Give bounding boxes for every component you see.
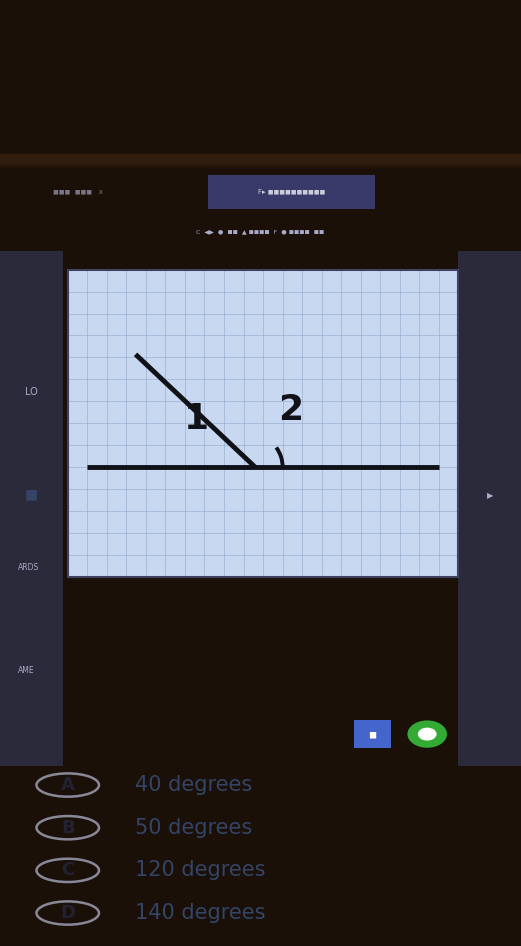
Bar (208, 174, 375, 208)
Bar (458, 251, 521, 766)
Bar (0, 160, 521, 168)
Bar (0, 162, 521, 170)
Text: ◉: ◉ (422, 727, 432, 741)
Text: LO: LO (25, 387, 38, 397)
Text: D: D (60, 904, 75, 922)
Text: ◼: ◼ (368, 729, 377, 739)
Bar (0, 154, 521, 163)
Bar (0, 158, 521, 166)
Bar (0, 153, 521, 162)
Bar (0, 160, 521, 168)
Text: 2: 2 (278, 394, 303, 428)
Text: 140 degrees: 140 degrees (135, 903, 266, 923)
Text: AME: AME (18, 667, 35, 675)
Bar (0, 162, 521, 170)
Bar (0, 159, 521, 167)
Bar (0, 156, 521, 165)
Text: C: C (61, 862, 75, 880)
Bar (0, 156, 521, 165)
Bar (0, 157, 521, 166)
Text: ■: ■ (24, 487, 38, 501)
Circle shape (407, 721, 447, 747)
Text: 40 degrees: 40 degrees (135, 775, 253, 795)
Bar (0, 158, 521, 166)
Bar (354, 720, 391, 748)
Text: C  ◀▶  ●  ◼◼  ▲ ◼◼◼◼  F  ● ◼◼◼◼  ◼◼: C ◀▶ ● ◼◼ ▲ ◼◼◼◼ F ● ◼◼◼◼ ◼◼ (196, 229, 325, 235)
Bar (0, 155, 521, 164)
Text: B: B (61, 818, 75, 836)
Bar (0, 157, 521, 166)
Text: 50 degrees: 50 degrees (135, 817, 253, 838)
Bar (0, 159, 521, 167)
Bar (0, 251, 63, 766)
Bar (0, 154, 521, 163)
Text: 120 degrees: 120 degrees (135, 860, 266, 881)
Bar (0, 161, 521, 169)
Text: 1: 1 (184, 402, 209, 436)
Text: ▶: ▶ (487, 491, 493, 500)
Circle shape (418, 727, 437, 741)
Bar (0, 158, 521, 166)
Text: F▸ ◼◼◼◼◼◼◼◼◼◼: F▸ ◼◼◼◼◼◼◼◼◼◼ (258, 188, 326, 195)
Text: ◼◼◼  ◼◼◼   x: ◼◼◼ ◼◼◼ x (53, 188, 103, 195)
Bar (0, 161, 521, 169)
Bar (0, 155, 521, 164)
Text: ARDS: ARDS (18, 564, 40, 572)
Text: A: A (61, 776, 75, 794)
